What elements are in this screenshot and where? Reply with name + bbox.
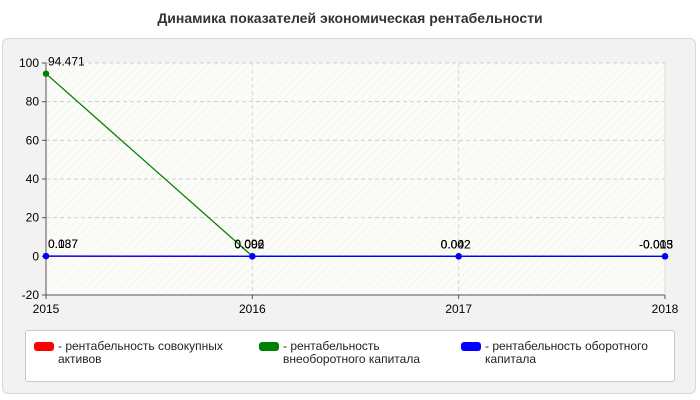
data-label: 0.002 xyxy=(441,237,471,251)
data-point xyxy=(249,253,256,260)
y-tick-label: 100 xyxy=(19,56,39,70)
data-label: -0.013 xyxy=(639,237,673,251)
x-tick-label: 2015 xyxy=(33,302,60,316)
grid-lines xyxy=(46,62,665,295)
data-label: 0.002 xyxy=(234,237,264,251)
chart-title: Динамика показателей экономическая рента… xyxy=(157,10,543,26)
chart-legend: - рентабельность совокупных активов - ре… xyxy=(25,330,675,382)
data-label: 0.002 xyxy=(441,237,471,251)
legend-label: - рентабельность совокупных активов xyxy=(58,339,223,366)
legend-item-noncurrent[interactable]: - рентабельность внеоборотного капитала xyxy=(259,340,448,366)
y-tick-label: 20 xyxy=(26,211,40,225)
data-label: 94.471 xyxy=(48,55,85,69)
x-tick-label: 2017 xyxy=(445,302,472,316)
series-lines xyxy=(42,70,669,260)
data-label: 0.002 xyxy=(234,237,264,251)
legend-label: - рентабельность оборотного капитала xyxy=(485,339,648,366)
y-tick-label: 60 xyxy=(26,133,40,147)
legend-item-current[interactable]: - рентабельность оборотного капитала xyxy=(461,340,660,366)
data-labels: 0.087 0.002 0.002 -0.013 94.471 0.096 0.04 -0.0… xyxy=(48,55,673,252)
legend-label: - рентабельность внеоборотного капитала xyxy=(283,339,420,366)
y-tick-label: 80 xyxy=(26,95,40,109)
data-label: 0.137 xyxy=(48,237,78,251)
legend-swatch-red xyxy=(34,342,54,351)
data-label: -0.005 xyxy=(639,237,673,251)
data-label: 0.087 xyxy=(48,237,78,251)
legend-swatch-green xyxy=(259,342,279,351)
legend-swatch-blue xyxy=(461,342,481,351)
data-label: -0.013 xyxy=(639,237,673,251)
legend-item-assets[interactable]: - рентабельность совокупных активов xyxy=(34,340,233,366)
x-tick-label: 2018 xyxy=(652,302,679,316)
y-tick-label: 0 xyxy=(32,249,39,263)
data-point xyxy=(42,70,50,77)
data-point xyxy=(455,253,462,260)
data-label: 0.04 xyxy=(441,237,465,251)
data-label: 0.096 xyxy=(234,237,264,251)
x-tick-label: 2016 xyxy=(239,302,266,316)
data-point xyxy=(661,253,669,260)
data-point xyxy=(42,252,50,260)
y-tick-label: 40 xyxy=(26,172,40,186)
y-tick-label: -20 xyxy=(22,288,40,302)
